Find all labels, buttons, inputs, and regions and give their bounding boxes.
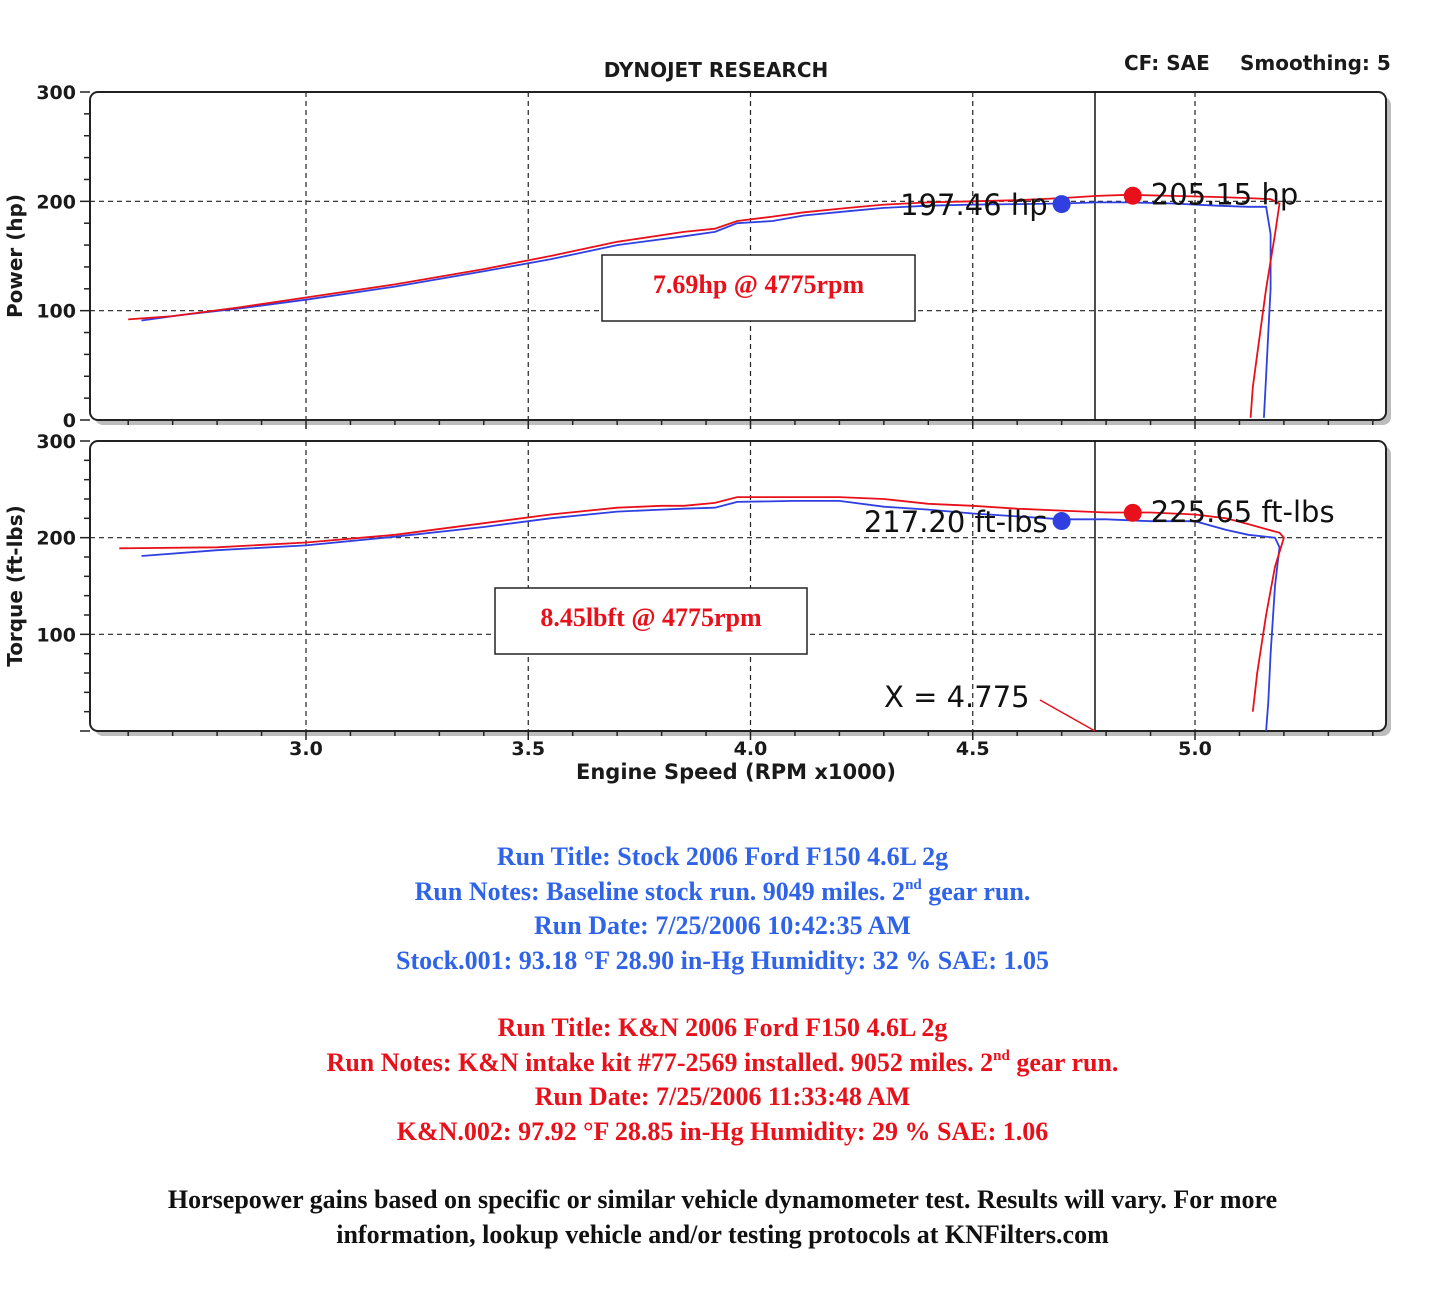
stock-run-notes: Run Title: Stock 2006 Ford F150 4.6L 2g … [0, 840, 1445, 978]
torque-y-axis-label: Torque (ft-lbs) [3, 505, 27, 667]
cf-label: CF: SAE [1124, 51, 1210, 75]
chart-title: DYNOJET RESEARCH [604, 58, 829, 82]
torque-point-stock [1052, 512, 1071, 531]
torque-x-tick-label: 4.0 [734, 738, 768, 760]
smoothing-label: Smoothing: 5 [1240, 51, 1391, 75]
torque-series-kn-line [119, 496, 1285, 712]
torque-x-tick-label: 3.0 [289, 738, 323, 760]
power-series-kn-line [128, 193, 1281, 418]
torque-plot-frame [89, 440, 1387, 732]
torque-y-tick-label: 200 [36, 528, 76, 550]
power-y-tick-label: 0 [63, 410, 76, 432]
kn-run-date: Run Date: 7/25/2006 11:33:48 AM [534, 1082, 911, 1111]
torque-point-label-kn: 225.65 ft-lbs [1151, 495, 1335, 529]
torque-y-tick-label: 300 [36, 431, 76, 453]
torque-x-tick-label: 5.0 [1178, 738, 1212, 760]
torque-gain-box [494, 587, 808, 655]
cursor-value-label: X = 4.775 [884, 680, 1030, 714]
power-gain-label: 7.69hp @ 4775rpm [653, 270, 865, 299]
power-point-kn [1123, 186, 1142, 205]
kn-run-title: Run Title: K&N 2006 Ford F150 4.6L 2g [497, 1013, 948, 1042]
torque-x-tick-label: 4.5 [956, 738, 990, 760]
power-point-label-stock: 197.46 hp [900, 188, 1047, 222]
x-axis-label: Engine Speed (RPM x1000) [576, 760, 896, 784]
stock-run-title: Run Title: Stock 2006 Ford F150 4.6L 2g [496, 842, 949, 871]
stock-run-date: Run Date: 7/25/2006 10:42:35 AM [534, 911, 911, 940]
torque-x-tick-label: 3.5 [511, 738, 545, 760]
stock-run-notes-line: Run Notes: Baseline stock run. 9049 mile… [414, 876, 1031, 906]
kn-run-notes: Run Title: K&N 2006 Ford F150 4.6L 2g Ru… [0, 1011, 1445, 1149]
kn-run-conditions: K&N.002: 97.92 °F 28.85 in-Hg Humidity: … [396, 1116, 1049, 1146]
power-series-stock-line [141, 201, 1272, 418]
torque-point-label-stock: 217.20 ft-lbs [864, 505, 1048, 539]
power-y-tick-label: 300 [36, 82, 76, 104]
torque-series-stock-line [141, 499, 1281, 732]
stock-run-conditions: Stock.001: 93.18 °F 28.90 in-Hg Humidity… [396, 945, 1049, 975]
power-panel: 0 100 200 300 7.69hp @ 4775rpm 197.46 hp 205.1… [36, 82, 1391, 432]
disclaimer-line-2: information, lookup vehicle and/or testi… [336, 1219, 1109, 1249]
dyno-chart: DYNOJET RESEARCH CF: SAE Smoothing: 5 01… [3, 51, 1391, 784]
torque-y-tick-label: 100 [36, 624, 76, 646]
power-y-tick-label: 200 [36, 191, 76, 213]
power-point-stock [1052, 195, 1071, 214]
torque-point-kn [1123, 503, 1142, 522]
disclaimer: Horsepower gains based on specific or si… [0, 1183, 1445, 1252]
power-point-label-kn: 205.15 hp [1151, 178, 1298, 212]
disclaimer-line-1: Horsepower gains based on specific or si… [167, 1185, 1278, 1214]
torque-gain-label: 8.45lbft @ 4775rpm [540, 603, 762, 632]
cursor-pointer-line [1039, 699, 1096, 732]
power-gain-box [601, 254, 916, 322]
power-y-axis-label: Power (hp) [3, 194, 27, 318]
power-y-tick-label: 100 [36, 301, 76, 323]
kn-run-notes-line: Run Notes: K&N intake kit #77-2569 insta… [326, 1047, 1119, 1077]
torque-panel: 100 200 300 3.0 3.5 4.0 4.5 5.0 8.45lbft @ 4775r… [36, 431, 1391, 760]
